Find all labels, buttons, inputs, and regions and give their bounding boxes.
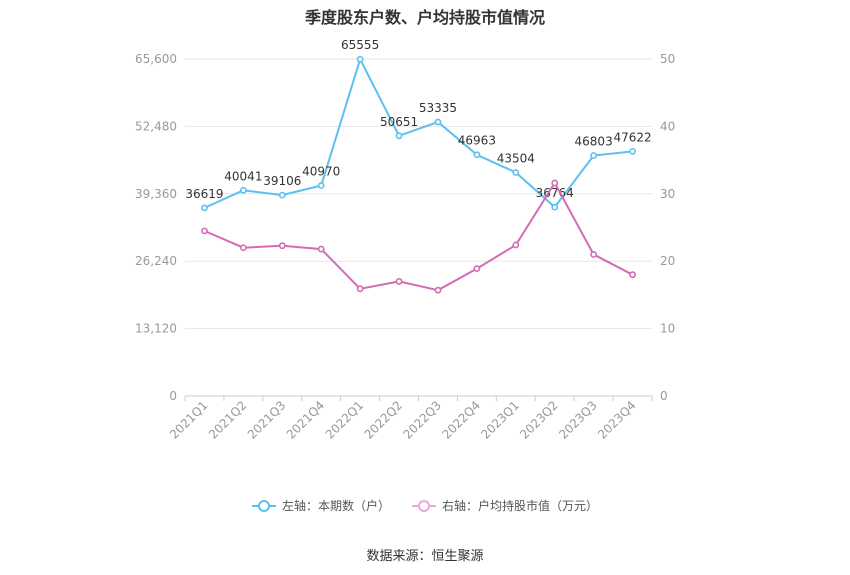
x-axis-tick-label: 2021Q4 [284, 398, 328, 442]
data-label: 47622 [613, 130, 651, 144]
data-point [356, 55, 364, 63]
data-point [201, 204, 208, 212]
left-axis-tick-label: 65,600 [135, 52, 177, 66]
chart-title: 季度股东户数、户均持股市值情况 [304, 8, 545, 27]
data-point [629, 271, 636, 279]
data-point [551, 203, 559, 211]
legend-item-right[interactable]: 右轴：户均持股市值（万元） [412, 497, 598, 514]
right-axis-tick-label: 0 [660, 389, 668, 403]
data-label: 40041 [224, 169, 262, 183]
data-point [356, 285, 364, 293]
data-point [629, 147, 636, 155]
data-point [590, 251, 598, 258]
data-point [317, 245, 325, 253]
data-point [590, 152, 598, 159]
right-axis-tick-label: 40 [660, 119, 675, 133]
x-axis-tick-label: 2022Q2 [362, 398, 406, 442]
series-line-1 [204, 181, 634, 292]
x-axis-tick-label: 2023Q2 [517, 398, 561, 442]
x-axis-tick-label: 2023Q3 [556, 398, 600, 442]
data-point [434, 286, 442, 294]
data-label: 65555 [341, 38, 379, 52]
x-axis-tick-label: 2022Q4 [439, 398, 483, 442]
left-axis-tick-label: 0 [169, 389, 177, 403]
data-point [473, 151, 481, 159]
right-axis-tick-label: 30 [660, 187, 675, 201]
legend-marker-right [412, 499, 436, 513]
data-point [473, 265, 481, 273]
x-axis-tick-label: 2021Q3 [245, 398, 289, 442]
data-label: 39106 [263, 174, 301, 188]
data-point [551, 179, 559, 187]
right-axis-tick-label: 10 [660, 322, 675, 336]
data-point [317, 182, 325, 189]
data-label: 36764 [536, 186, 574, 200]
legend-item-left[interactable]: 左轴：本期数（户） [251, 497, 390, 514]
data-label: 43504 [497, 152, 535, 166]
data-point [278, 191, 286, 199]
x-axis-tick-label: 2023Q4 [595, 398, 639, 442]
x-axis-tick-label: 2021Q2 [206, 398, 250, 442]
data-source: 数据来源：恒生聚源 [366, 549, 484, 564]
x-axis-tick-label: 2022Q3 [401, 398, 445, 442]
legend: 左轴：本期数（户） 右轴：户均持股市值（万元） [0, 497, 850, 514]
data-point [201, 227, 208, 235]
data-point [395, 278, 403, 285]
data-label: 53335 [419, 101, 457, 115]
left-axis-tick-label: 39,360 [135, 187, 177, 201]
right-axis-tick-label: 50 [660, 52, 675, 66]
data-point [512, 241, 520, 249]
data-point [434, 118, 442, 126]
data-label: 46803 [575, 135, 613, 149]
data-point [239, 244, 247, 252]
legend-label-left: 左轴：本期数（户） [281, 499, 390, 513]
data-point [239, 186, 247, 194]
data-label: 40970 [302, 165, 340, 179]
legend-label-right: 右轴：户均持股市值（万元） [442, 499, 599, 513]
left-axis-tick-label: 52,480 [135, 119, 177, 133]
x-axis-tick-label: 2023Q1 [478, 398, 522, 442]
x-axis-tick-label: 2022Q1 [323, 398, 367, 442]
series-line-0 [204, 56, 633, 209]
data-point [395, 132, 403, 140]
legend-marker-left [251, 499, 276, 513]
data-label: 50651 [380, 115, 418, 129]
data-label: 36619 [185, 187, 223, 201]
left-axis-tick-label: 13,120 [135, 322, 177, 336]
data-point [278, 242, 286, 250]
right-axis-tick-label: 20 [660, 254, 675, 268]
x-axis-tick-label: 2021Q1 [167, 398, 211, 442]
data-point [512, 169, 520, 176]
left-axis-tick-label: 26,240 [135, 254, 177, 268]
data-label: 46963 [458, 134, 496, 148]
